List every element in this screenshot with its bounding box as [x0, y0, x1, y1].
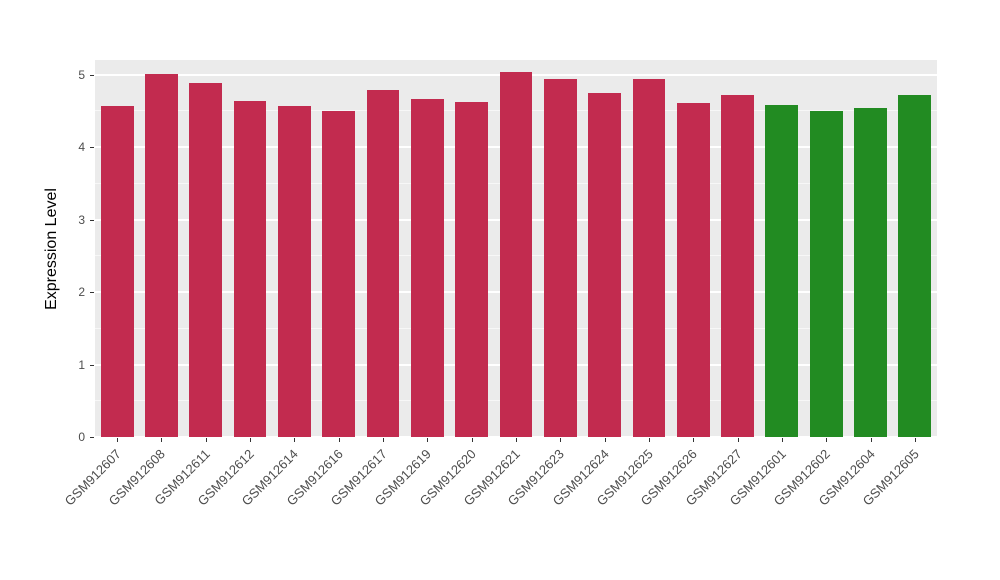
x-tick-mark: [161, 438, 163, 442]
x-tick-mark: [648, 438, 650, 442]
x-tick-mark: [693, 438, 695, 442]
x-tick-label: GSM912626: [637, 446, 701, 509]
x-tick-mark: [737, 438, 739, 442]
bar-GSM912621: [499, 71, 533, 437]
x-tick-mark: [294, 438, 296, 442]
x-tick-mark: [781, 438, 783, 442]
x-tick-label: GSM912619: [372, 446, 435, 509]
bar-GSM912624: [588, 92, 622, 437]
x-tick-label: GSM912620: [416, 446, 479, 509]
x-tick-label: GSM912616: [283, 446, 346, 509]
x-tick-label: GSM912614: [239, 446, 302, 509]
y-tick-mark: [90, 292, 94, 293]
bar-GSM912601: [765, 104, 799, 437]
bar-GSM912608: [145, 73, 178, 437]
bar-GSM912617: [366, 90, 400, 437]
bar-GSM912612: [233, 100, 267, 437]
bar-GSM912602: [809, 110, 843, 437]
y-tick-label: 4: [78, 140, 85, 154]
bar-GSM912616: [322, 110, 356, 437]
plot-panel: [95, 60, 937, 438]
x-tick-label: GSM912625: [593, 446, 656, 509]
y-tick-label: 3: [78, 212, 85, 227]
bar-GSM912614: [278, 105, 311, 437]
x-tick-mark: [250, 438, 252, 442]
y-tick-label: 5: [78, 67, 85, 82]
bar-GSM912625: [632, 78, 666, 437]
bar-GSM912605: [898, 94, 932, 437]
y-tick-mark: [90, 437, 94, 438]
x-tick-mark: [604, 438, 606, 442]
bar-GSM912623: [543, 78, 577, 437]
bar-GSM912611: [189, 83, 223, 437]
x-tick-label: GSM912611: [151, 446, 213, 508]
y-tick-mark: [90, 219, 94, 221]
gridline-major: [95, 436, 937, 438]
x-tick-mark: [427, 438, 429, 442]
x-tick-mark: [471, 438, 473, 442]
x-tick-label: GSM912621: [460, 446, 523, 509]
bar-GSM912607: [100, 106, 134, 437]
x-tick-mark: [117, 438, 119, 442]
x-tick-mark: [205, 438, 207, 442]
x-tick-mark: [826, 438, 828, 442]
x-tick-label: GSM912605: [859, 446, 922, 509]
y-tick-label: 2: [78, 285, 85, 299]
x-tick-label: GSM912623: [504, 446, 568, 509]
bar-GSM912619: [410, 99, 444, 437]
y-tick-mark: [90, 147, 94, 148]
x-tick-mark: [338, 438, 340, 442]
x-tick-label: GSM912601: [726, 446, 789, 509]
x-tick-mark: [870, 438, 872, 442]
y-tick-label: 0: [78, 430, 85, 444]
x-tick-mark: [383, 438, 385, 442]
bar-GSM912604: [854, 107, 887, 437]
bar-GSM912627: [721, 94, 754, 437]
x-tick-label: GSM912608: [106, 446, 169, 509]
x-tick-mark: [516, 438, 517, 442]
y-tick-label: 1: [78, 357, 85, 372]
y-tick-mark: [90, 74, 94, 76]
x-tick-label: GSM912604: [815, 446, 878, 509]
bar-GSM912620: [455, 102, 489, 437]
x-tick-mark: [914, 438, 916, 442]
x-tick-label: GSM912602: [770, 446, 834, 509]
x-tick-mark: [560, 438, 562, 442]
x-tick-label: GSM912624: [549, 446, 612, 509]
y-tick-mark: [90, 364, 94, 366]
bar-GSM912626: [676, 102, 710, 437]
x-tick-label: GSM912627: [682, 446, 745, 509]
